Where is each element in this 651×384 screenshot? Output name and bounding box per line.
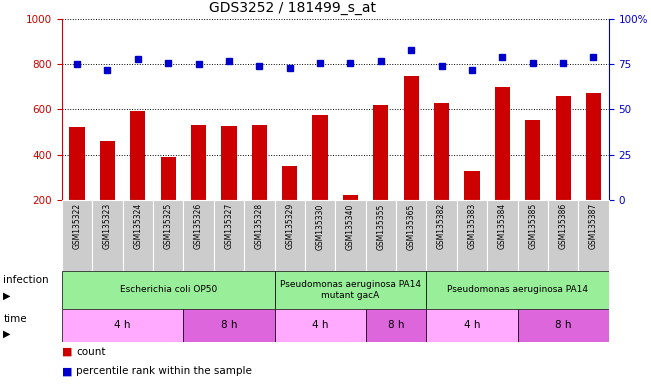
Bar xyxy=(275,271,426,309)
Bar xyxy=(161,157,176,200)
Bar xyxy=(191,125,206,200)
Bar xyxy=(434,103,449,200)
Text: count: count xyxy=(76,347,105,357)
Bar xyxy=(305,200,335,271)
Bar xyxy=(426,200,457,271)
Text: infection: infection xyxy=(3,275,49,285)
Text: GSM135385: GSM135385 xyxy=(528,203,537,250)
Text: GDS3252 / 181499_s_at: GDS3252 / 181499_s_at xyxy=(210,2,376,15)
Bar xyxy=(221,126,236,200)
Text: Escherichia coli OP50: Escherichia coli OP50 xyxy=(120,285,217,295)
Bar xyxy=(312,115,327,200)
Text: 4 h: 4 h xyxy=(115,320,131,331)
Text: ▶: ▶ xyxy=(3,291,11,301)
Bar xyxy=(184,309,275,342)
Bar xyxy=(214,200,244,271)
Bar xyxy=(244,200,275,271)
Bar xyxy=(457,200,487,271)
Text: GSM135340: GSM135340 xyxy=(346,203,355,250)
Bar xyxy=(578,200,609,271)
Text: ▶: ▶ xyxy=(3,329,11,339)
Text: GSM135322: GSM135322 xyxy=(72,203,81,249)
Bar xyxy=(252,125,267,200)
Text: percentile rank within the sample: percentile rank within the sample xyxy=(76,366,252,376)
Text: 8 h: 8 h xyxy=(221,320,237,331)
Text: GSM135383: GSM135383 xyxy=(467,203,477,250)
Bar xyxy=(282,166,298,200)
Bar xyxy=(275,200,305,271)
Bar xyxy=(464,172,480,200)
Bar xyxy=(426,271,609,309)
Text: GSM135355: GSM135355 xyxy=(376,203,385,250)
Bar xyxy=(335,200,366,271)
Bar xyxy=(404,76,419,200)
Text: Pseudomonas aeruginosa PA14
mutant gacA: Pseudomonas aeruginosa PA14 mutant gacA xyxy=(280,280,421,300)
Text: GSM135326: GSM135326 xyxy=(194,203,203,250)
Bar xyxy=(555,96,571,200)
Text: GSM135324: GSM135324 xyxy=(133,203,143,250)
Text: 8 h: 8 h xyxy=(388,320,404,331)
Bar xyxy=(426,309,518,342)
Bar xyxy=(586,93,601,200)
Bar xyxy=(525,119,540,200)
Text: GSM135323: GSM135323 xyxy=(103,203,112,250)
Bar xyxy=(92,200,122,271)
Text: GSM135327: GSM135327 xyxy=(225,203,234,250)
Text: GSM135330: GSM135330 xyxy=(316,203,325,250)
Text: 8 h: 8 h xyxy=(555,320,572,331)
Text: GSM135365: GSM135365 xyxy=(407,203,416,250)
Text: GSM135386: GSM135386 xyxy=(559,203,568,250)
Bar xyxy=(366,200,396,271)
Bar xyxy=(548,200,578,271)
Text: ■: ■ xyxy=(62,366,72,376)
Bar xyxy=(373,105,389,200)
Text: GSM135384: GSM135384 xyxy=(498,203,507,250)
Text: GSM135325: GSM135325 xyxy=(163,203,173,250)
Bar xyxy=(275,309,366,342)
Text: 4 h: 4 h xyxy=(464,320,480,331)
Bar xyxy=(366,309,426,342)
Bar xyxy=(70,127,85,200)
Text: time: time xyxy=(3,314,27,324)
Bar xyxy=(396,200,426,271)
Bar xyxy=(518,200,548,271)
Bar xyxy=(62,271,275,309)
Text: 4 h: 4 h xyxy=(312,320,328,331)
Text: ■: ■ xyxy=(62,347,72,357)
Bar xyxy=(62,200,92,271)
Bar xyxy=(62,309,184,342)
Bar xyxy=(518,309,609,342)
Bar xyxy=(153,200,184,271)
Text: GSM135329: GSM135329 xyxy=(285,203,294,250)
Bar xyxy=(100,141,115,200)
Bar xyxy=(495,87,510,200)
Bar xyxy=(343,195,358,200)
Text: Pseudomonas aeruginosa PA14: Pseudomonas aeruginosa PA14 xyxy=(447,285,588,295)
Bar xyxy=(487,200,518,271)
Text: GSM135328: GSM135328 xyxy=(255,203,264,249)
Bar xyxy=(130,111,145,200)
Text: GSM135382: GSM135382 xyxy=(437,203,446,249)
Bar xyxy=(122,200,153,271)
Text: GSM135387: GSM135387 xyxy=(589,203,598,250)
Bar xyxy=(184,200,214,271)
